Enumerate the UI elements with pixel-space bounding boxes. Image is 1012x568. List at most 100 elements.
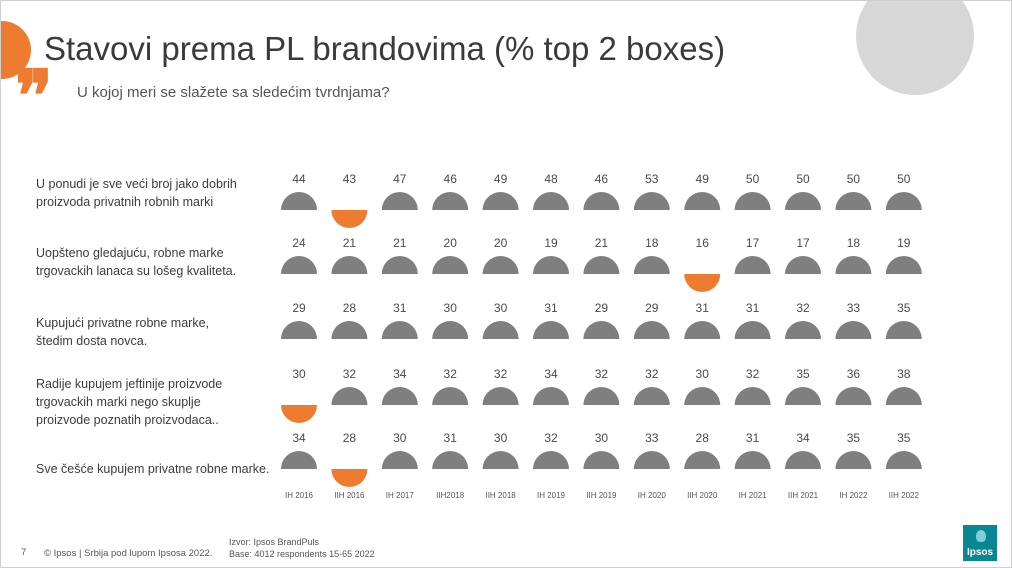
value-label-r3-c4: 30 xyxy=(444,301,458,315)
value-label-r2-c5: 20 xyxy=(494,236,508,250)
value-label-r3-c7: 29 xyxy=(595,301,609,315)
marker-r2-c8 xyxy=(633,256,670,274)
value-label-r1-c7: 46 xyxy=(595,172,609,186)
value-label-r1-c8: 53 xyxy=(645,172,659,186)
marker-r1-c2 xyxy=(331,210,368,229)
marker-r1-c7 xyxy=(583,192,620,210)
value-label-r5-c11: 34 xyxy=(796,431,810,445)
value-label-r3-c11: 32 xyxy=(796,301,810,315)
value-label-r2-c4: 20 xyxy=(444,236,458,250)
value-label-r1-c4: 46 xyxy=(444,172,458,186)
marker-r2-c6 xyxy=(533,256,569,274)
marker-r4-c8 xyxy=(633,387,670,405)
statement-label-5: Sve češće kupujem privatne robne marke. xyxy=(36,462,270,476)
marker-r3-c7 xyxy=(583,321,620,339)
value-label-r1-c6: 48 xyxy=(544,172,558,186)
marker-r3-c12 xyxy=(835,321,872,339)
marker-r4-c11 xyxy=(785,387,821,405)
marker-r3-c10 xyxy=(734,321,771,339)
column-label-6: IH 2019 xyxy=(537,491,566,500)
value-label-r5-c3: 30 xyxy=(393,431,407,445)
value-label-r2-c13: 19 xyxy=(897,236,911,250)
value-label-r1-c1: 44 xyxy=(292,172,306,186)
value-label-r4-c5: 32 xyxy=(494,367,508,381)
marker-r2-c10 xyxy=(734,256,771,274)
marker-r5-c4 xyxy=(432,451,469,469)
logo-mark-icon xyxy=(976,530,986,542)
value-label-r5-c5: 30 xyxy=(494,431,508,445)
value-label-r5-c2: 28 xyxy=(343,431,357,445)
value-label-r4-c13: 38 xyxy=(897,367,911,381)
column-label-4: IIH2018 xyxy=(436,491,465,500)
marker-r4-c3 xyxy=(381,387,418,405)
column-label-13: IIH 2022 xyxy=(889,491,920,500)
page-subtitle: U kojoj meri se slažete sa sledećim tvrd… xyxy=(77,84,390,101)
marker-r5-c8 xyxy=(633,451,670,469)
value-label-r1-c10: 50 xyxy=(746,172,760,186)
marker-r3-c2 xyxy=(331,321,368,339)
value-label-r1-c12: 50 xyxy=(847,172,861,186)
marker-r3-c5 xyxy=(482,321,519,339)
marker-r1-c8 xyxy=(633,192,670,210)
value-label-r1-c3: 47 xyxy=(393,172,407,186)
value-label-r3-c6: 31 xyxy=(544,301,558,315)
column-label-3: IH 2017 xyxy=(386,491,415,500)
column-label-10: IH 2021 xyxy=(739,491,768,500)
value-label-r5-c4: 31 xyxy=(444,431,458,445)
value-label-r1-c9: 49 xyxy=(696,172,710,186)
value-label-r1-c5: 49 xyxy=(494,172,508,186)
value-label-r4-c11: 35 xyxy=(796,367,810,381)
marker-r1-c9 xyxy=(684,192,721,210)
column-label-2: IIH 2016 xyxy=(334,491,365,500)
value-label-r3-c5: 30 xyxy=(494,301,508,315)
marker-r4-c4 xyxy=(432,387,469,405)
value-label-r4-c3: 34 xyxy=(393,367,407,381)
marker-r1-c12 xyxy=(835,192,872,210)
statement-label-3: Kupujući privatne robne marke, štedim do… xyxy=(36,316,210,348)
statement-label-2: Uopšteno gledajuću, robne marke trgovack… xyxy=(36,246,237,278)
value-label-r2-c9: 16 xyxy=(696,236,710,250)
value-label-r2-c8: 18 xyxy=(645,236,659,250)
value-label-r4-c12: 36 xyxy=(847,367,861,381)
marker-r5-c5 xyxy=(482,451,519,469)
value-label-r4-c9: 30 xyxy=(696,367,710,381)
value-label-r2-c10: 17 xyxy=(746,236,760,250)
marker-r1-c13 xyxy=(885,192,922,210)
marker-r5-c11 xyxy=(785,451,821,469)
marker-r5-c9 xyxy=(684,451,721,469)
value-label-r3-c9: 31 xyxy=(696,301,710,315)
marker-r3-c3 xyxy=(381,321,418,339)
marker-r2-c1 xyxy=(281,256,317,274)
value-label-r3-c13: 35 xyxy=(897,301,911,315)
marker-r1-c1 xyxy=(281,192,317,210)
marker-r3-c8 xyxy=(633,321,670,339)
marker-r2-c5 xyxy=(482,256,519,274)
value-label-r3-c1: 29 xyxy=(292,301,306,315)
marker-r5-c2 xyxy=(331,469,368,487)
marker-r5-c12 xyxy=(835,451,872,469)
marker-r2-c13 xyxy=(885,256,922,274)
value-label-r3-c2: 28 xyxy=(343,301,357,315)
value-label-r4-c7: 32 xyxy=(595,367,609,381)
value-label-r5-c12: 35 xyxy=(847,431,861,445)
marker-r1-c10 xyxy=(734,192,771,210)
value-label-r2-c3: 21 xyxy=(393,236,407,250)
value-label-r2-c12: 18 xyxy=(847,236,861,250)
column-label-8: IH 2020 xyxy=(638,491,667,500)
value-label-r4-c10: 32 xyxy=(746,367,760,381)
value-label-r5-c10: 31 xyxy=(746,431,760,445)
marker-r2-c12 xyxy=(835,256,872,274)
marker-r2-c2 xyxy=(331,256,368,274)
marker-r4-c5 xyxy=(482,387,519,405)
ipsos-logo: Ipsos xyxy=(963,525,997,561)
value-label-r5-c1: 34 xyxy=(292,431,306,445)
value-label-r4-c2: 32 xyxy=(343,367,357,381)
value-label-r4-c1: 30 xyxy=(292,367,306,381)
marker-r4-c1 xyxy=(281,405,317,423)
column-label-5: IIH 2018 xyxy=(485,491,516,500)
marker-r3-c4 xyxy=(432,321,469,339)
value-label-r2-c2: 21 xyxy=(343,236,357,250)
value-label-r4-c4: 32 xyxy=(444,367,458,381)
